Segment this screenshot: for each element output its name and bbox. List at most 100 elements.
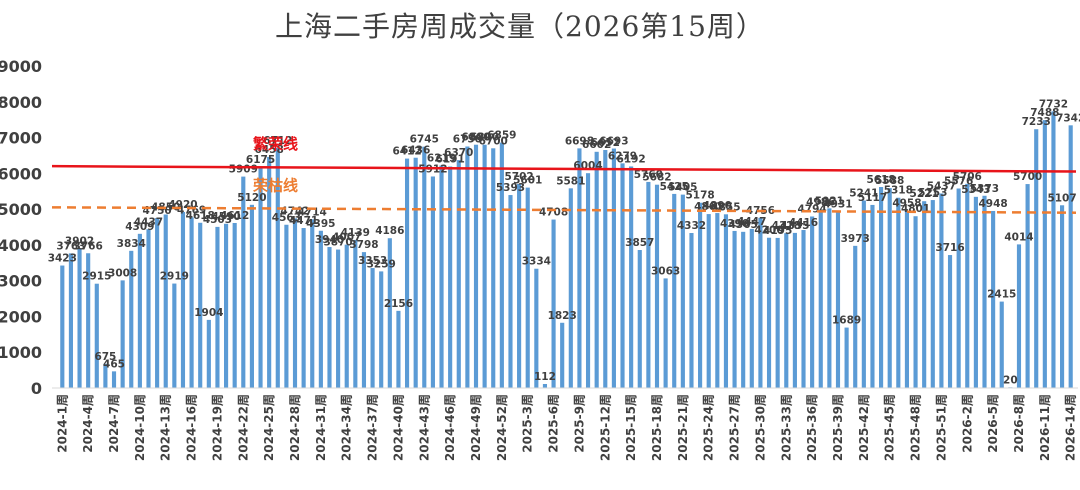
bar bbox=[784, 233, 789, 388]
bar bbox=[448, 166, 453, 388]
x-tick-label: 2025-42周 bbox=[857, 394, 871, 461]
bar bbox=[741, 231, 746, 388]
reference-line bbox=[51, 206, 1077, 214]
data-label: 4335 bbox=[780, 220, 809, 232]
x-tick-label: 2024-4周 bbox=[81, 394, 95, 453]
data-label: 3716 bbox=[935, 242, 964, 254]
bar bbox=[310, 219, 315, 388]
bar bbox=[189, 217, 194, 388]
bar bbox=[86, 253, 91, 388]
data-label: 5682 bbox=[642, 172, 671, 184]
bar bbox=[94, 283, 99, 388]
data-label: 5343 bbox=[961, 184, 990, 196]
bar bbox=[353, 239, 358, 388]
data-label: 5576 bbox=[944, 176, 973, 188]
x-tick-label: 2025-33周 bbox=[779, 394, 793, 461]
data-label: 6652 bbox=[591, 137, 620, 149]
bar bbox=[120, 280, 125, 388]
data-label: 2919 bbox=[160, 271, 189, 283]
x-tick-label: 2024-52周 bbox=[495, 394, 509, 461]
x-tick-label: 2024-34周 bbox=[340, 394, 354, 461]
reference-line bbox=[51, 164, 1077, 173]
data-label: 5117 bbox=[858, 192, 887, 204]
data-label: 5107 bbox=[1047, 192, 1076, 204]
data-label: 3798 bbox=[349, 239, 378, 251]
data-label: 2415 bbox=[987, 289, 1016, 301]
bar bbox=[172, 283, 177, 388]
data-label: 5702 bbox=[504, 171, 533, 183]
bar bbox=[379, 271, 384, 388]
reference-line-label: 繁荣线 bbox=[252, 135, 298, 153]
x-tick-label: 2024-40周 bbox=[391, 394, 405, 461]
data-label: 5021 bbox=[815, 195, 844, 207]
data-label: 3334 bbox=[522, 256, 551, 268]
data-label: 6859 bbox=[487, 130, 516, 142]
bar bbox=[1025, 184, 1030, 388]
data-label: 5241 bbox=[849, 187, 878, 199]
x-tick-label: 2025-51周 bbox=[934, 394, 948, 461]
bar bbox=[551, 219, 556, 388]
data-label: 4714 bbox=[298, 206, 327, 218]
chart-title: 上海二手房周成交量（2026第15周） bbox=[275, 10, 765, 43]
data-label: 7233 bbox=[1022, 116, 1051, 128]
x-tick-label: 2025-39周 bbox=[831, 394, 845, 461]
bar bbox=[879, 187, 884, 388]
data-label: 4365 bbox=[729, 219, 758, 231]
data-label: 5588 bbox=[875, 175, 904, 187]
x-tick-label: 2024-43周 bbox=[417, 394, 431, 461]
bar bbox=[344, 244, 349, 388]
bar bbox=[766, 237, 772, 388]
x-tick-label: 2024-31周 bbox=[314, 394, 328, 461]
x-tick-label: 2024-19周 bbox=[210, 394, 224, 461]
bar bbox=[801, 230, 806, 388]
data-label: 4801 bbox=[901, 203, 930, 215]
data-label: 675 bbox=[94, 351, 116, 363]
data-label: 3763 bbox=[56, 240, 85, 252]
data-label: 6458 bbox=[255, 144, 284, 156]
bar bbox=[68, 253, 73, 388]
bar bbox=[103, 363, 108, 388]
bar bbox=[758, 217, 763, 388]
x-tick-label: 2024-16周 bbox=[185, 394, 199, 461]
bar bbox=[689, 233, 694, 388]
data-label: 4769 bbox=[177, 204, 206, 216]
bar bbox=[922, 201, 927, 388]
data-label: 4437 bbox=[134, 216, 163, 228]
data-label: 4948 bbox=[979, 198, 1008, 210]
data-label: 3423 bbox=[48, 253, 77, 265]
bar bbox=[930, 200, 935, 388]
bar bbox=[232, 222, 237, 388]
y-tick-label: 3000 bbox=[0, 272, 42, 291]
bar bbox=[413, 157, 418, 388]
data-label: 4390 bbox=[720, 218, 749, 230]
bar bbox=[284, 224, 289, 388]
data-label: 4007 bbox=[332, 232, 361, 244]
bar bbox=[336, 249, 341, 388]
data-label: 6745 bbox=[410, 134, 439, 146]
data-label: 5253 bbox=[918, 187, 947, 199]
data-label: 4986 bbox=[806, 197, 835, 209]
bar bbox=[456, 160, 461, 388]
x-tick-label: 2025-36周 bbox=[805, 394, 819, 461]
data-label: 5318 bbox=[884, 185, 913, 197]
bar bbox=[430, 176, 435, 388]
bar bbox=[732, 230, 737, 388]
data-label: 5581 bbox=[556, 175, 585, 187]
bar bbox=[723, 214, 729, 388]
bar bbox=[258, 167, 263, 388]
bar bbox=[534, 268, 539, 388]
bar bbox=[663, 278, 668, 388]
bar bbox=[715, 213, 720, 388]
bar bbox=[577, 148, 582, 388]
data-label: 4309 bbox=[125, 221, 154, 233]
bar bbox=[620, 163, 625, 388]
data-labels: 3423376339023766291567546530083834430944… bbox=[48, 98, 1080, 386]
data-label: 1823 bbox=[548, 310, 577, 322]
x-tick-label: 2024-37周 bbox=[366, 394, 380, 461]
bar bbox=[672, 193, 677, 388]
data-label: 3063 bbox=[651, 265, 680, 277]
bar bbox=[224, 223, 229, 388]
bar bbox=[396, 310, 401, 388]
x-tick-label: 2025-12周 bbox=[598, 394, 612, 461]
